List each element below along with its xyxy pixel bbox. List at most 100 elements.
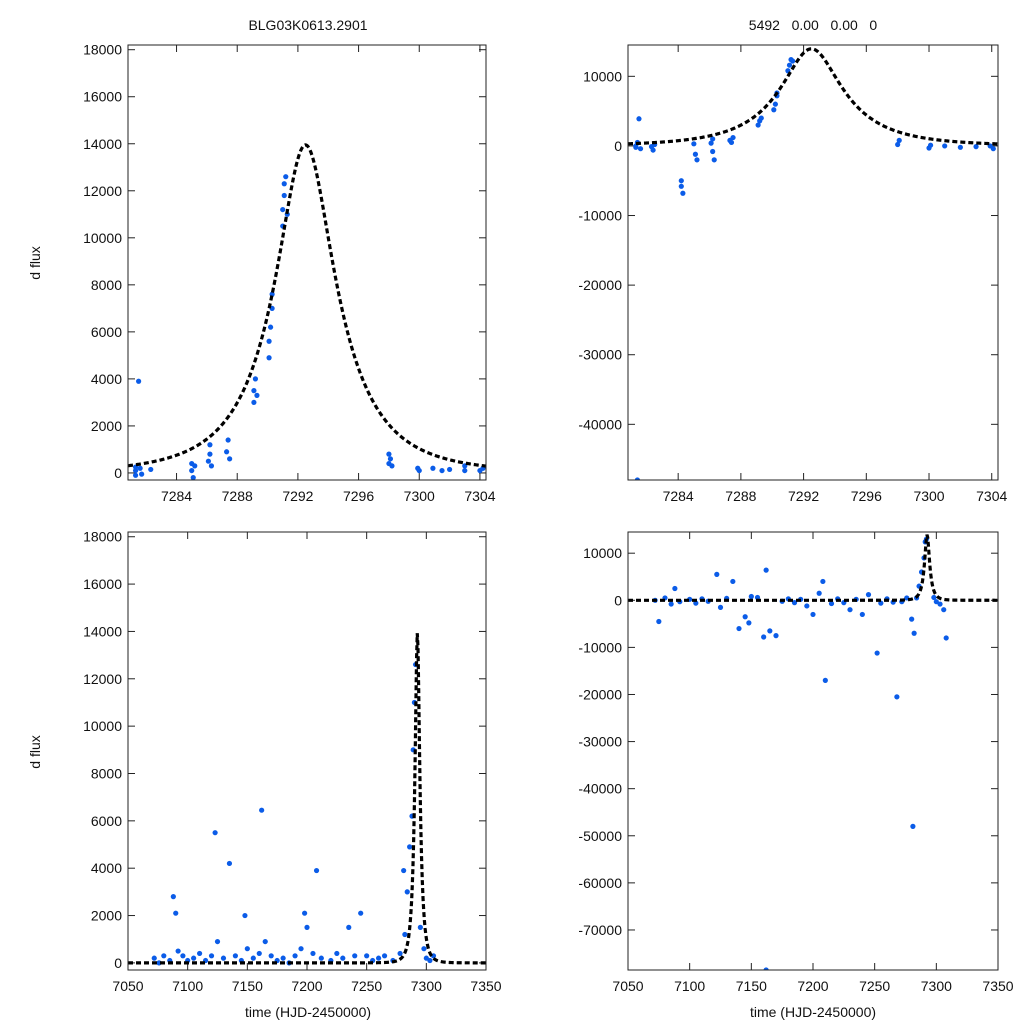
data-point bbox=[728, 139, 735, 146]
bottom-ylabel: d flux bbox=[27, 735, 43, 768]
data-point bbox=[895, 141, 901, 148]
data-point bbox=[634, 477, 641, 480]
y-tick-label: 0 bbox=[114, 955, 122, 971]
data-point bbox=[212, 830, 218, 836]
data-point bbox=[708, 140, 714, 146]
y-tick-label: 6000 bbox=[91, 813, 122, 829]
x-tick-label: 7300 bbox=[404, 488, 435, 504]
data-point bbox=[225, 437, 231, 443]
x-tick-label: 7304 bbox=[976, 488, 1007, 504]
data-point bbox=[859, 611, 865, 618]
data-point bbox=[416, 467, 422, 474]
panel-zoom-residual: -40000 -30000 -20000 -10000 0 10000 7284 7288 72… bbox=[578, 44, 1008, 504]
y-tick-label: 4000 bbox=[91, 860, 122, 876]
y-tick-label: 10000 bbox=[583, 68, 622, 84]
data-point bbox=[678, 178, 684, 184]
data-point bbox=[401, 867, 407, 874]
y-tick-label: -20000 bbox=[578, 686, 622, 702]
data-point bbox=[318, 955, 324, 961]
data-point bbox=[208, 463, 215, 469]
x-tick-label: 7296 bbox=[343, 488, 374, 504]
data-point bbox=[909, 616, 915, 622]
data-point bbox=[352, 953, 358, 959]
y-tick-label: 14000 bbox=[83, 623, 122, 639]
y-tick-label: -10000 bbox=[578, 639, 622, 655]
data-point bbox=[711, 157, 717, 163]
data-point bbox=[804, 603, 810, 609]
data-point bbox=[173, 910, 179, 916]
x-tick-label: 7050 bbox=[112, 978, 143, 994]
data-point bbox=[232, 953, 238, 959]
y-tick-label: -30000 bbox=[578, 734, 622, 750]
data-point bbox=[714, 571, 720, 577]
y-tick-label: 10000 bbox=[83, 718, 122, 734]
data-point bbox=[810, 611, 816, 618]
y-tick-label: 8000 bbox=[91, 765, 122, 781]
data-point bbox=[151, 955, 157, 961]
data-point bbox=[668, 601, 674, 607]
y-tick-label: -70000 bbox=[578, 922, 622, 938]
data-point bbox=[313, 867, 320, 874]
data-point bbox=[937, 601, 943, 607]
data-point bbox=[692, 151, 699, 157]
data-point bbox=[207, 442, 213, 448]
data-point bbox=[280, 206, 286, 213]
data-point bbox=[865, 592, 872, 598]
top-ylabel: d flux bbox=[27, 246, 43, 279]
data-point bbox=[910, 823, 916, 829]
data-point bbox=[251, 399, 257, 406]
data-point bbox=[430, 465, 436, 471]
data-point bbox=[710, 136, 716, 142]
data-point bbox=[894, 694, 900, 700]
data-point bbox=[772, 101, 778, 107]
y-tick-label: 16000 bbox=[83, 89, 122, 105]
data-point bbox=[208, 953, 215, 959]
data-point bbox=[224, 449, 230, 455]
right-title: 5492 0.00 0.00 0 bbox=[749, 17, 878, 33]
x-tick-label: 7050 bbox=[612, 978, 643, 994]
data-point bbox=[190, 475, 196, 480]
data-point bbox=[214, 938, 221, 945]
data-point bbox=[266, 338, 272, 344]
x-tick-label: 7284 bbox=[161, 488, 192, 504]
data-point bbox=[941, 607, 947, 613]
data-point bbox=[417, 924, 423, 930]
data-point bbox=[191, 955, 197, 961]
data-point bbox=[973, 144, 979, 150]
data-point bbox=[820, 578, 826, 585]
data-point bbox=[650, 147, 656, 153]
data-point bbox=[758, 115, 764, 121]
data-point bbox=[427, 957, 433, 964]
data-point bbox=[170, 894, 176, 900]
x-tick-label: 7292 bbox=[282, 488, 313, 504]
data-point bbox=[207, 451, 213, 457]
data-point bbox=[197, 950, 203, 957]
y-tick-label: 0 bbox=[614, 138, 622, 154]
x-tick-label: 7292 bbox=[788, 488, 819, 504]
data-point bbox=[381, 953, 388, 959]
data-point bbox=[742, 614, 748, 620]
panel-zoom-flux: 0 2000 4000 6000 8000 10000 12000 14000 16000 180… bbox=[83, 42, 496, 504]
plot-frame bbox=[627, 531, 999, 971]
model-curve bbox=[128, 143, 486, 468]
data-point bbox=[755, 122, 761, 128]
data-point bbox=[386, 451, 392, 457]
data-point bbox=[376, 955, 382, 961]
data-point bbox=[746, 620, 752, 626]
data-point bbox=[387, 456, 394, 462]
x-tick-label: 7296 bbox=[851, 488, 882, 504]
y-tick-label: 4000 bbox=[91, 371, 122, 387]
data-point bbox=[446, 466, 453, 473]
data-point bbox=[251, 388, 257, 394]
data-point bbox=[927, 142, 934, 148]
data-point bbox=[822, 677, 828, 683]
data-point bbox=[637, 146, 644, 152]
x-tick-label: 7100 bbox=[172, 978, 203, 994]
x-tick-label: 7350 bbox=[982, 978, 1013, 994]
data-point bbox=[340, 955, 346, 961]
data-point bbox=[302, 910, 308, 916]
data-point bbox=[298, 946, 304, 952]
plot-frame bbox=[627, 44, 999, 481]
data-point bbox=[161, 953, 167, 959]
data-point bbox=[256, 950, 262, 957]
